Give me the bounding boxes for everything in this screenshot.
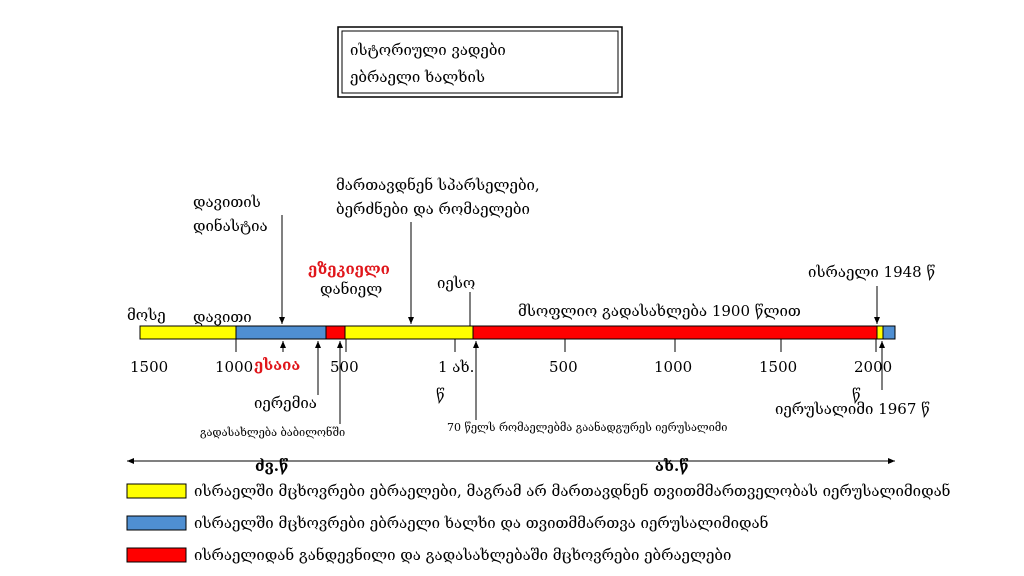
scale-label: წ xyxy=(436,386,445,404)
event-label: ისრაელი 1948 წ xyxy=(808,263,935,281)
era-label: ახ.წ xyxy=(655,457,689,475)
event-label: გადასახლება ბაბილონში xyxy=(200,426,345,439)
scale-label: 1 ახ. xyxy=(438,358,474,376)
scale-label: წ xyxy=(852,386,861,404)
event-label: იერუსალიმი 1967 წ xyxy=(775,400,930,418)
scale-label: 2000 xyxy=(854,358,892,376)
event-label: მოსე xyxy=(127,306,166,324)
legend-swatch xyxy=(126,547,187,563)
event-label: დავითი xyxy=(193,308,252,326)
tick-marks xyxy=(235,339,877,352)
event-label: 70 წელს რომაელებმა გაანადგურეს იერუსალიმ… xyxy=(447,421,727,434)
event-label: დანიელ xyxy=(320,280,382,298)
title: ისტორიული ვადები xyxy=(350,41,506,59)
scale-label: 1500 xyxy=(759,358,797,376)
scale-label: 1000 xyxy=(215,358,253,376)
event-label: დავითის xyxy=(193,193,261,211)
event-label: ესაია xyxy=(254,356,300,374)
event-label: ბერძნები და რომაელები xyxy=(336,200,530,218)
event-label: დინასტია xyxy=(193,217,268,235)
scale-label: 1000 xyxy=(654,358,692,376)
scale-label: 500 xyxy=(549,358,578,376)
event-label: ეზეკიელი xyxy=(308,260,390,278)
legend-swatch xyxy=(126,515,187,531)
legend-text: ისრაელიდან განდევნილი და გადასახლებაში მ… xyxy=(194,546,731,564)
event-label: იესო xyxy=(437,274,475,292)
title: ებრაელი ხალხის xyxy=(350,68,485,86)
legend-text: ისრაელში მცხოვრები ებრაელი ხალხი და თვით… xyxy=(194,514,768,532)
event-label: მსოფლიო გადასახლება 1900 წლით xyxy=(518,302,801,320)
timeline-bar xyxy=(139,325,896,340)
scale-label: 1500 xyxy=(130,358,168,376)
legend-text: ისრაელში მცხოვრები ებრაელები, მაგრამ არ … xyxy=(194,482,950,500)
scale-label: 500 xyxy=(330,358,359,376)
event-label: იერემია xyxy=(254,394,317,412)
title-box-inner xyxy=(341,30,619,94)
event-label: მართავდნენ სპარსელები, xyxy=(336,176,540,194)
title-box xyxy=(337,26,623,98)
legend-swatch xyxy=(126,483,187,499)
era-label: ძვ.წ xyxy=(255,457,288,475)
